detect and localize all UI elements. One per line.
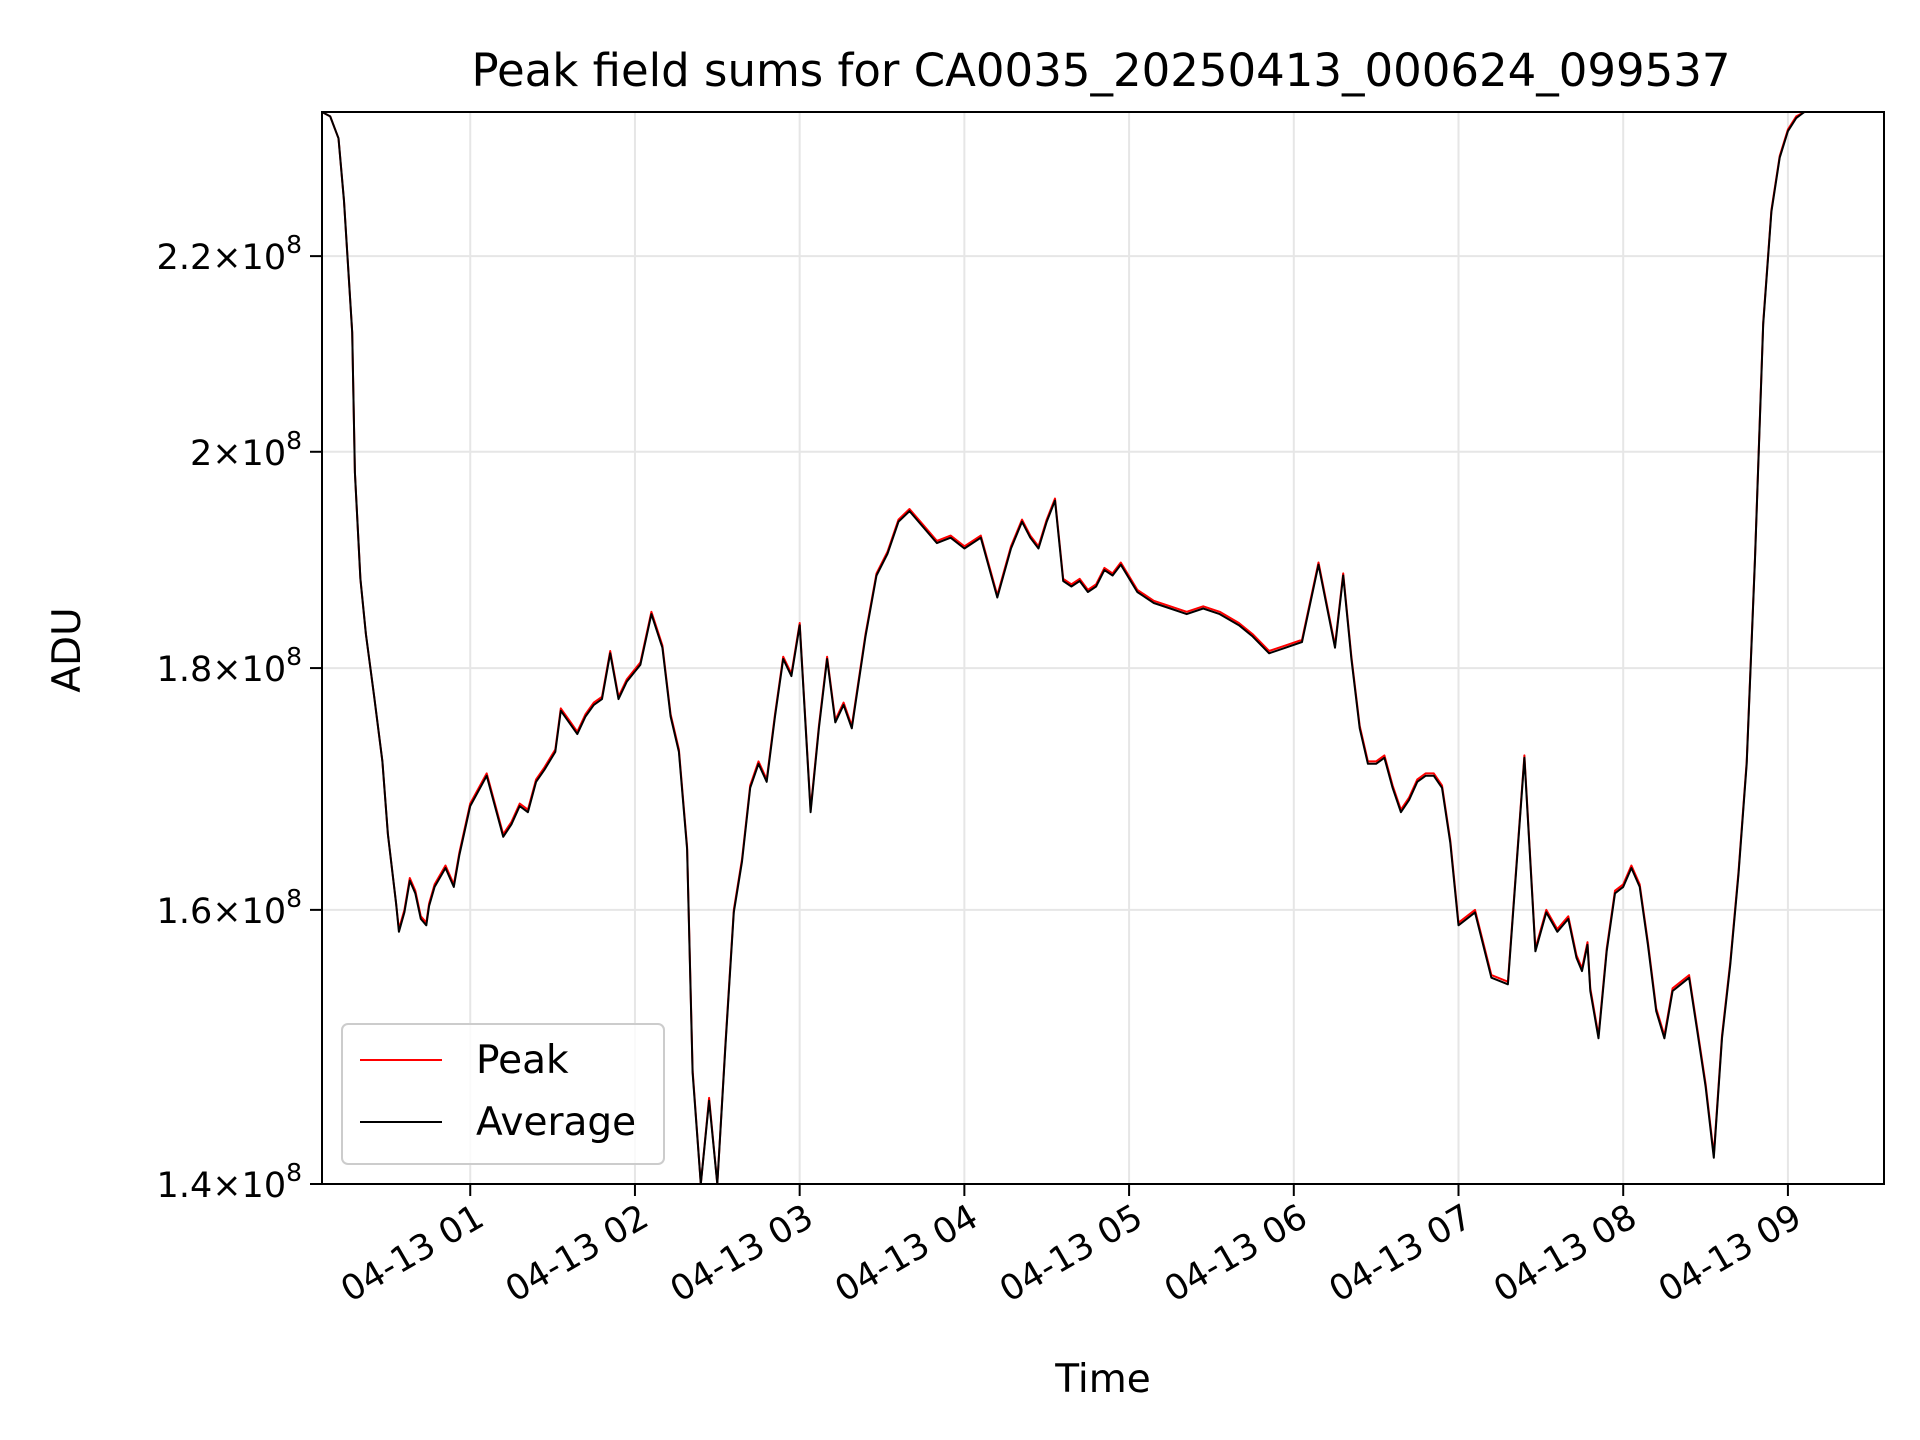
y-tick-exponent: 8 xyxy=(286,642,302,671)
x-tick-label: 04-13 08 xyxy=(1487,1197,1643,1310)
y-tick-times-ten: ×10 xyxy=(212,238,286,278)
x-tick-label: 04-13 02 xyxy=(499,1197,655,1310)
x-tick-label: 04-13 05 xyxy=(993,1197,1149,1310)
y-tick-mantissa: 2 xyxy=(190,434,212,474)
legend-label-average: Average xyxy=(476,1100,636,1145)
y-tick-label: 2×108 xyxy=(190,426,302,474)
grid-lines xyxy=(322,112,1884,1185)
x-tick-label: 04-13 03 xyxy=(664,1197,820,1310)
legend: Peak Average xyxy=(341,1023,665,1165)
y-tick-label: 1.6×108 xyxy=(157,884,302,932)
y-tick-mantissa: 1.4 xyxy=(157,1166,213,1206)
x-axis-label: Time xyxy=(1054,1357,1150,1402)
y-tick-exponent: 8 xyxy=(286,426,302,455)
y-tick-times-ten: ×10 xyxy=(212,892,286,932)
y-tick-exponent: 8 xyxy=(286,230,302,259)
y-tick-mantissa: 1.8 xyxy=(157,650,213,690)
y-tick-exponent: 8 xyxy=(286,884,302,913)
y-tick-times-ten: ×10 xyxy=(212,650,286,690)
series-layer xyxy=(321,111,1813,1185)
y-tick-label: 2.2×108 xyxy=(157,230,302,278)
x-axis: 04-13 01 04-13 02 04-13 03 04-13 04 04-13 05… xyxy=(334,1184,1808,1310)
y-tick-mantissa: 1.6 xyxy=(157,892,213,932)
y-tick-exponent: 8 xyxy=(286,1158,302,1187)
legend-label-peak: Peak xyxy=(476,1038,569,1083)
x-tick-label: 04-13 01 xyxy=(334,1197,490,1310)
y-tick-times-ten: ×10 xyxy=(212,434,286,474)
x-tick-label: 04-13 04 xyxy=(829,1197,985,1310)
x-tick-label: 04-13 09 xyxy=(1652,1197,1808,1310)
series-line-average xyxy=(321,111,1813,1185)
y-tick-label: 1.4×108 xyxy=(157,1158,302,1206)
plot-frame xyxy=(321,111,1885,1185)
y-axis-label: ADU xyxy=(45,607,90,692)
y-tick-times-ten: ×10 xyxy=(212,1166,286,1206)
y-tick-mantissa: 2.2 xyxy=(157,238,213,278)
x-tick-label: 04-13 06 xyxy=(1158,1197,1314,1310)
y-tick-label: 1.8×108 xyxy=(157,642,302,690)
chart-title: Peak field sums for CA0035_20250413_0006… xyxy=(471,44,1730,97)
x-tick-label: 04-13 07 xyxy=(1323,1197,1479,1310)
